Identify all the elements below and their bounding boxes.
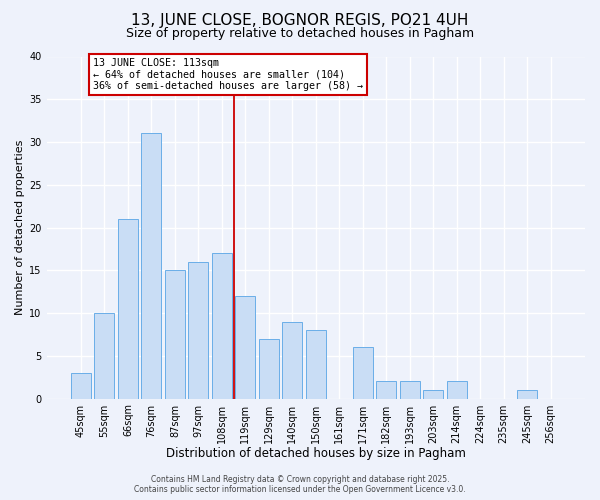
Bar [423, 390, 443, 398]
Bar [400, 382, 419, 398]
Bar [94, 313, 115, 398]
Bar [118, 219, 138, 398]
Bar [142, 134, 161, 398]
Bar [259, 338, 279, 398]
Text: 13 JUNE CLOSE: 113sqm
← 64% of detached houses are smaller (104)
36% of semi-det: 13 JUNE CLOSE: 113sqm ← 64% of detached … [93, 58, 363, 92]
Y-axis label: Number of detached properties: Number of detached properties [15, 140, 25, 315]
Bar [517, 390, 537, 398]
Bar [306, 330, 326, 398]
Bar [353, 348, 373, 399]
Bar [165, 270, 185, 398]
Bar [235, 296, 256, 398]
Text: Size of property relative to detached houses in Pagham: Size of property relative to detached ho… [126, 28, 474, 40]
Bar [446, 382, 467, 398]
Bar [212, 253, 232, 398]
Bar [376, 382, 396, 398]
Text: Contains HM Land Registry data © Crown copyright and database right 2025.
Contai: Contains HM Land Registry data © Crown c… [134, 474, 466, 494]
Bar [283, 322, 302, 398]
Bar [71, 373, 91, 398]
Bar [188, 262, 208, 398]
X-axis label: Distribution of detached houses by size in Pagham: Distribution of detached houses by size … [166, 447, 466, 460]
Text: 13, JUNE CLOSE, BOGNOR REGIS, PO21 4UH: 13, JUNE CLOSE, BOGNOR REGIS, PO21 4UH [131, 12, 469, 28]
